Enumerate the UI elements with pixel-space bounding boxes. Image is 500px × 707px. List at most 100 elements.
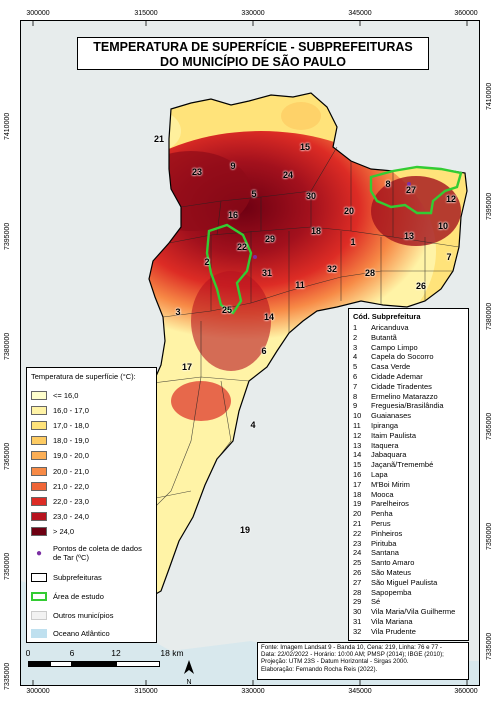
table-row: 18 Mooca xyxy=(353,490,394,500)
map-label: 31 xyxy=(261,268,273,278)
legend-points: ● Pontos de coleta de dados de Tar (ºC) xyxy=(31,544,149,562)
sample-point xyxy=(407,182,411,186)
map-label: 20 xyxy=(343,206,355,216)
map-label: 5 xyxy=(251,189,257,199)
source-line: Projeção: UTM 23S - Datum Horizontal - S… xyxy=(261,658,409,666)
legend-class-label: 23,0 - 24,0 xyxy=(53,512,89,522)
map-title-line2: DO MUNICÍPIO DE SÃO PAULO xyxy=(160,55,346,69)
row-code: 18 xyxy=(353,489,362,499)
row-code: 8 xyxy=(353,391,358,401)
y-tick: 7335000 xyxy=(4,662,11,690)
north-arrow: N xyxy=(182,660,196,686)
row-code: 22 xyxy=(353,528,362,538)
map-label: 8 xyxy=(385,179,391,189)
row-code: 2 xyxy=(353,332,358,342)
map-label: 29 xyxy=(264,234,276,244)
table-row: 2 Butantã xyxy=(353,333,397,343)
y-tick: 7380000 xyxy=(4,332,11,360)
row-code: 24 xyxy=(353,548,362,558)
map-label: 6 xyxy=(261,346,267,356)
row-name: Cidade Tiradentes xyxy=(371,381,432,391)
map-label: 22 xyxy=(236,242,248,252)
table-row: 20 Penha xyxy=(353,509,393,519)
table-row: 28 Sapopemba xyxy=(353,588,411,598)
table-row: 26 São Mateus xyxy=(353,568,411,578)
legend-study-area-label: Área de estudo xyxy=(53,591,104,601)
table-row: 14 Jabaquara xyxy=(353,450,406,460)
row-code: 29 xyxy=(353,597,362,607)
map-label: 25 xyxy=(221,305,233,315)
legend-class-label: 22,0 - 23,0 xyxy=(53,496,89,506)
sample-point xyxy=(253,255,257,259)
row-name: Butantã xyxy=(371,332,397,342)
north-label: N xyxy=(186,679,192,686)
study-area-swatch xyxy=(31,591,47,601)
x-tick: 300000 xyxy=(26,688,50,695)
legend-swatch xyxy=(31,527,47,537)
table-row: 1 Aricanduva xyxy=(353,323,409,333)
row-code: 1 xyxy=(353,323,358,332)
y-tick: 7410000 xyxy=(486,82,493,110)
map-label: 26 xyxy=(415,281,427,291)
row-name: Itaim Paulista xyxy=(371,430,417,440)
row-name: Guaianases xyxy=(371,411,412,421)
legend-class: 19,0 - 20,0 xyxy=(31,450,89,462)
row-code: 4 xyxy=(353,352,358,362)
y-tick: 7410000 xyxy=(4,112,11,140)
legend-ocean: Oceano Atlântico xyxy=(31,627,110,639)
table-row: 4 Capela do Socorro xyxy=(353,352,434,362)
legend-class-label: 18,0 - 19,0 xyxy=(53,436,89,446)
row-name: Vila Maria/Vila Guilherme xyxy=(371,607,456,617)
row-name: Ipiranga xyxy=(371,421,399,430)
row-code: 17 xyxy=(353,479,362,489)
legend-swatch xyxy=(31,512,47,522)
table-row: 24 Santana xyxy=(353,548,399,558)
row-name: Pirituba xyxy=(371,538,397,548)
table-row: 19 Parelheiros xyxy=(353,499,409,509)
table-row: 17 M'Boi Mirim xyxy=(353,480,410,490)
row-name: Aricanduva xyxy=(371,323,409,332)
row-name: Sé xyxy=(371,597,381,607)
row-name: Jabaquara xyxy=(371,450,407,460)
map-label: 3 xyxy=(175,307,181,317)
scale-tick: 12 xyxy=(111,648,121,658)
source-line: Fonte: Imagem Landsat 9 - Banda 10, Cena… xyxy=(261,644,442,651)
subpref-swatch xyxy=(31,572,47,582)
map-label: 7 xyxy=(446,252,452,262)
table-row: 21 Perus xyxy=(353,519,391,529)
study-area-east xyxy=(369,165,463,215)
legend-study-area: Área de estudo xyxy=(31,590,104,602)
row-name: M'Boi Mirim xyxy=(371,479,410,489)
row-code: 32 xyxy=(353,626,362,636)
y-tick: 7380000 xyxy=(486,302,493,330)
legend-subpref: Subprefeituras xyxy=(31,571,102,583)
x-tick: 360000 xyxy=(454,10,478,17)
table-row: 3 Campo Limpo xyxy=(353,343,418,353)
row-name: Campo Limpo xyxy=(371,342,418,352)
row-name: Lapa xyxy=(371,470,388,479)
row-code: 31 xyxy=(353,617,362,626)
table-row: 9 Freguesia/Brasilândia xyxy=(353,401,444,411)
legend-class-label: > 24,0 xyxy=(53,527,75,537)
map-label: 14 xyxy=(263,312,275,322)
row-name: Cidade Ademar xyxy=(371,372,423,381)
map-label: 4 xyxy=(250,420,256,430)
map-label: 27 xyxy=(405,185,417,195)
legend-class-label: 16,0 - 17,0 xyxy=(53,405,89,415)
legend-class: 23,0 - 24,0 xyxy=(31,511,89,523)
source-box: Fonte: Imagem Landsat 9 - Banda 10, Cena… xyxy=(257,642,469,680)
y-tick: 7335000 xyxy=(486,632,493,660)
row-name: Jaçanã/Tremembé xyxy=(371,460,434,470)
table-row: 27 São Miguel Paulista xyxy=(353,578,437,588)
row-name: Ermelino Matarazzo xyxy=(371,391,438,401)
x-tick: 345000 xyxy=(348,10,372,17)
legend-points-label: Pontos de coleta de dados de Tar (ºC) xyxy=(53,544,142,562)
map-label: 9 xyxy=(230,161,236,171)
row-name: São Miguel Paulista xyxy=(371,577,438,587)
scale-tick: 18 km xyxy=(160,648,184,658)
row-name: Freguesia/Brasilândia xyxy=(371,401,444,411)
map-label: 21 xyxy=(153,134,165,144)
map-label: 32 xyxy=(326,264,338,274)
scale-bar: 0 6 12 18 km xyxy=(24,648,214,678)
legend-subpref-label: Subprefeituras xyxy=(53,572,102,582)
